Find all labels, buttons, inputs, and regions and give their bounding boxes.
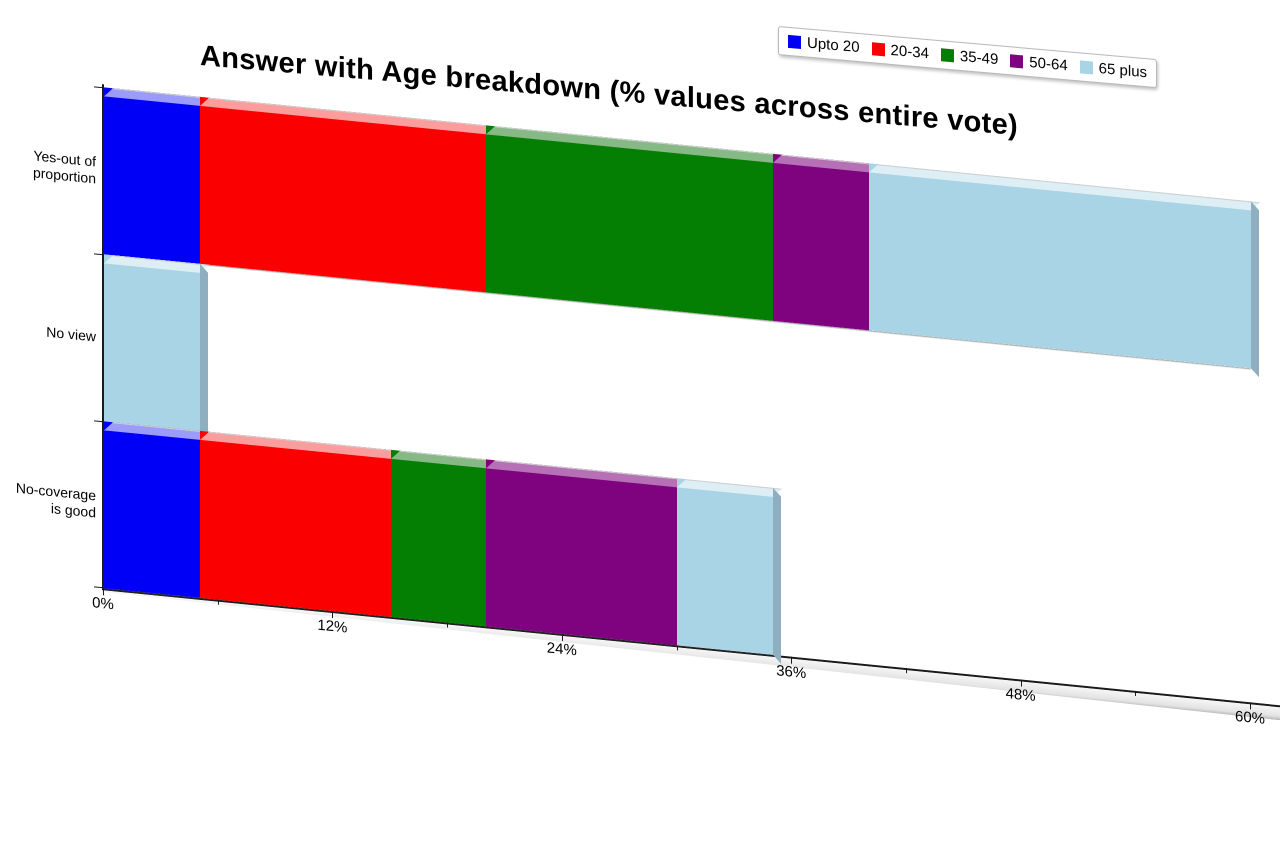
legend: Upto 20 20-34 35-49 50-64 65 plus [778,26,1158,89]
legend-swatch [788,34,801,50]
category-label: Yes-out of proportion [32,146,96,187]
legend-item: 65 plus [1079,58,1148,82]
bar-segment-top-face [104,88,209,106]
legend-swatch [940,48,954,63]
legend-item: 50-64 [1010,52,1068,75]
x-axis-tick-label: 0% [92,594,114,614]
legend-label: 50-64 [1029,53,1068,75]
legend-swatch [1010,54,1024,69]
bar-row [104,254,209,440]
bar-segment-top-face [773,154,878,173]
bar-segment-top-face [486,126,783,163]
x-axis-minor-tick [676,645,678,651]
legend-label: 35-49 [959,47,999,69]
y-axis-tick [94,586,102,589]
bar-segment-top-face [199,431,400,459]
bar-segment-side-face [1250,201,1259,378]
bar-segment [104,254,209,440]
chart-canvas: Answer with Age breakdown (% values acro… [16,26,1280,728]
bar-segment [868,163,1260,378]
legend-label: 20-34 [890,41,929,63]
bar-segment [104,87,209,264]
bar-segment [486,125,783,321]
x-axis-minor-tick [447,622,449,628]
bar-segment-side-face [773,487,782,664]
bar-segment [390,449,496,627]
bar-segment [486,459,687,646]
legend-item: 20-34 [871,40,929,63]
bar-segment-top-face [677,479,783,497]
bar-segment-top-face [390,450,496,469]
x-axis-minor-tick [905,668,907,674]
legend-item: 35-49 [940,46,999,69]
bar-segment-top-face [486,460,687,488]
bar-segment [677,478,783,664]
bar-row [104,87,1260,378]
legend-swatch [1079,60,1093,75]
bar-segment-top-face [868,164,1260,211]
x-axis-minor-tick [1135,690,1137,697]
bar-segment [199,430,400,617]
bar-segment [104,421,209,598]
bar-segment-side-face [199,263,208,440]
bar-row [104,421,783,664]
legend-swatch [871,42,885,57]
bar-segment-top-face [199,97,496,135]
category-label: No view [46,323,96,345]
bar-segment [773,153,878,331]
category-label: No-coverage is good [15,479,96,521]
x-axis-minor-tick [217,599,219,605]
legend-item: Upto 20 [788,33,860,56]
legend-label: Upto 20 [807,34,860,57]
legend-label: 65 plus [1098,60,1148,82]
bar-segment [199,96,496,293]
